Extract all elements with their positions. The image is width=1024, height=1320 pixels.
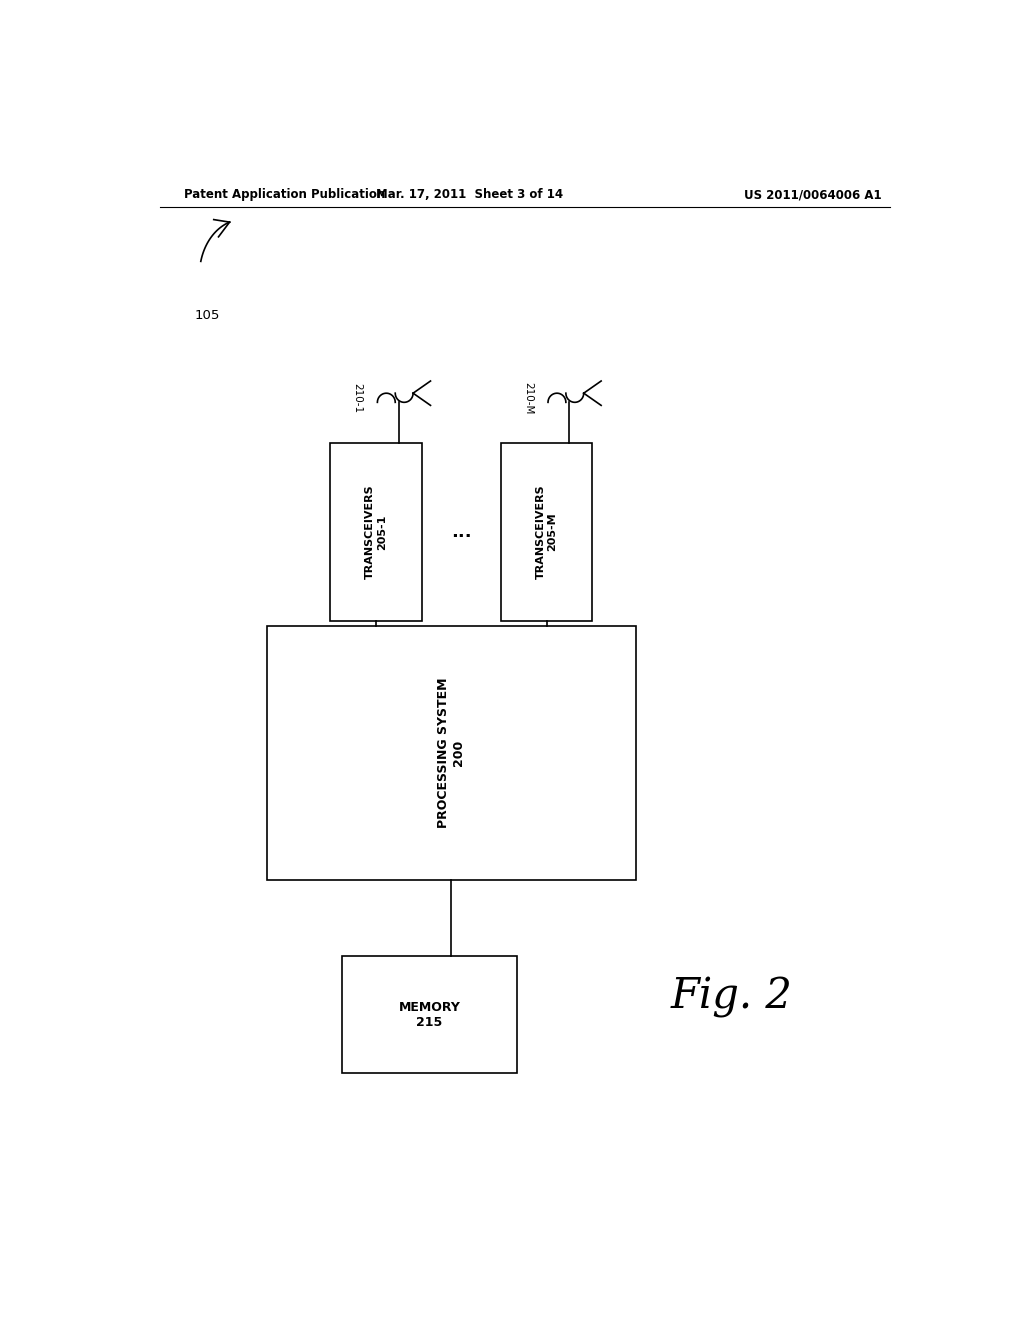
Text: MEMORY
215: MEMORY 215 [398, 1001, 461, 1028]
Text: Fig. 2: Fig. 2 [670, 975, 793, 1018]
Bar [331, 444, 422, 620]
Text: US 2011/0064006 A1: US 2011/0064006 A1 [744, 189, 882, 202]
Text: TRANSCEIVERS
205-M: TRANSCEIVERS 205-M [536, 484, 557, 579]
Text: 210-1: 210-1 [352, 383, 362, 413]
Text: 105: 105 [195, 309, 220, 322]
Bar [501, 444, 592, 620]
Bar [342, 956, 517, 1073]
Text: Patent Application Publication: Patent Application Publication [183, 189, 385, 202]
Text: 210-M: 210-M [523, 381, 534, 414]
Text: TRANSCEIVERS
205-1: TRANSCEIVERS 205-1 [366, 484, 387, 579]
Bar [267, 626, 636, 880]
Text: ...: ... [451, 523, 472, 541]
Text: Mar. 17, 2011  Sheet 3 of 14: Mar. 17, 2011 Sheet 3 of 14 [376, 189, 563, 202]
Text: PROCESSING SYSTEM
200: PROCESSING SYSTEM 200 [437, 677, 465, 828]
